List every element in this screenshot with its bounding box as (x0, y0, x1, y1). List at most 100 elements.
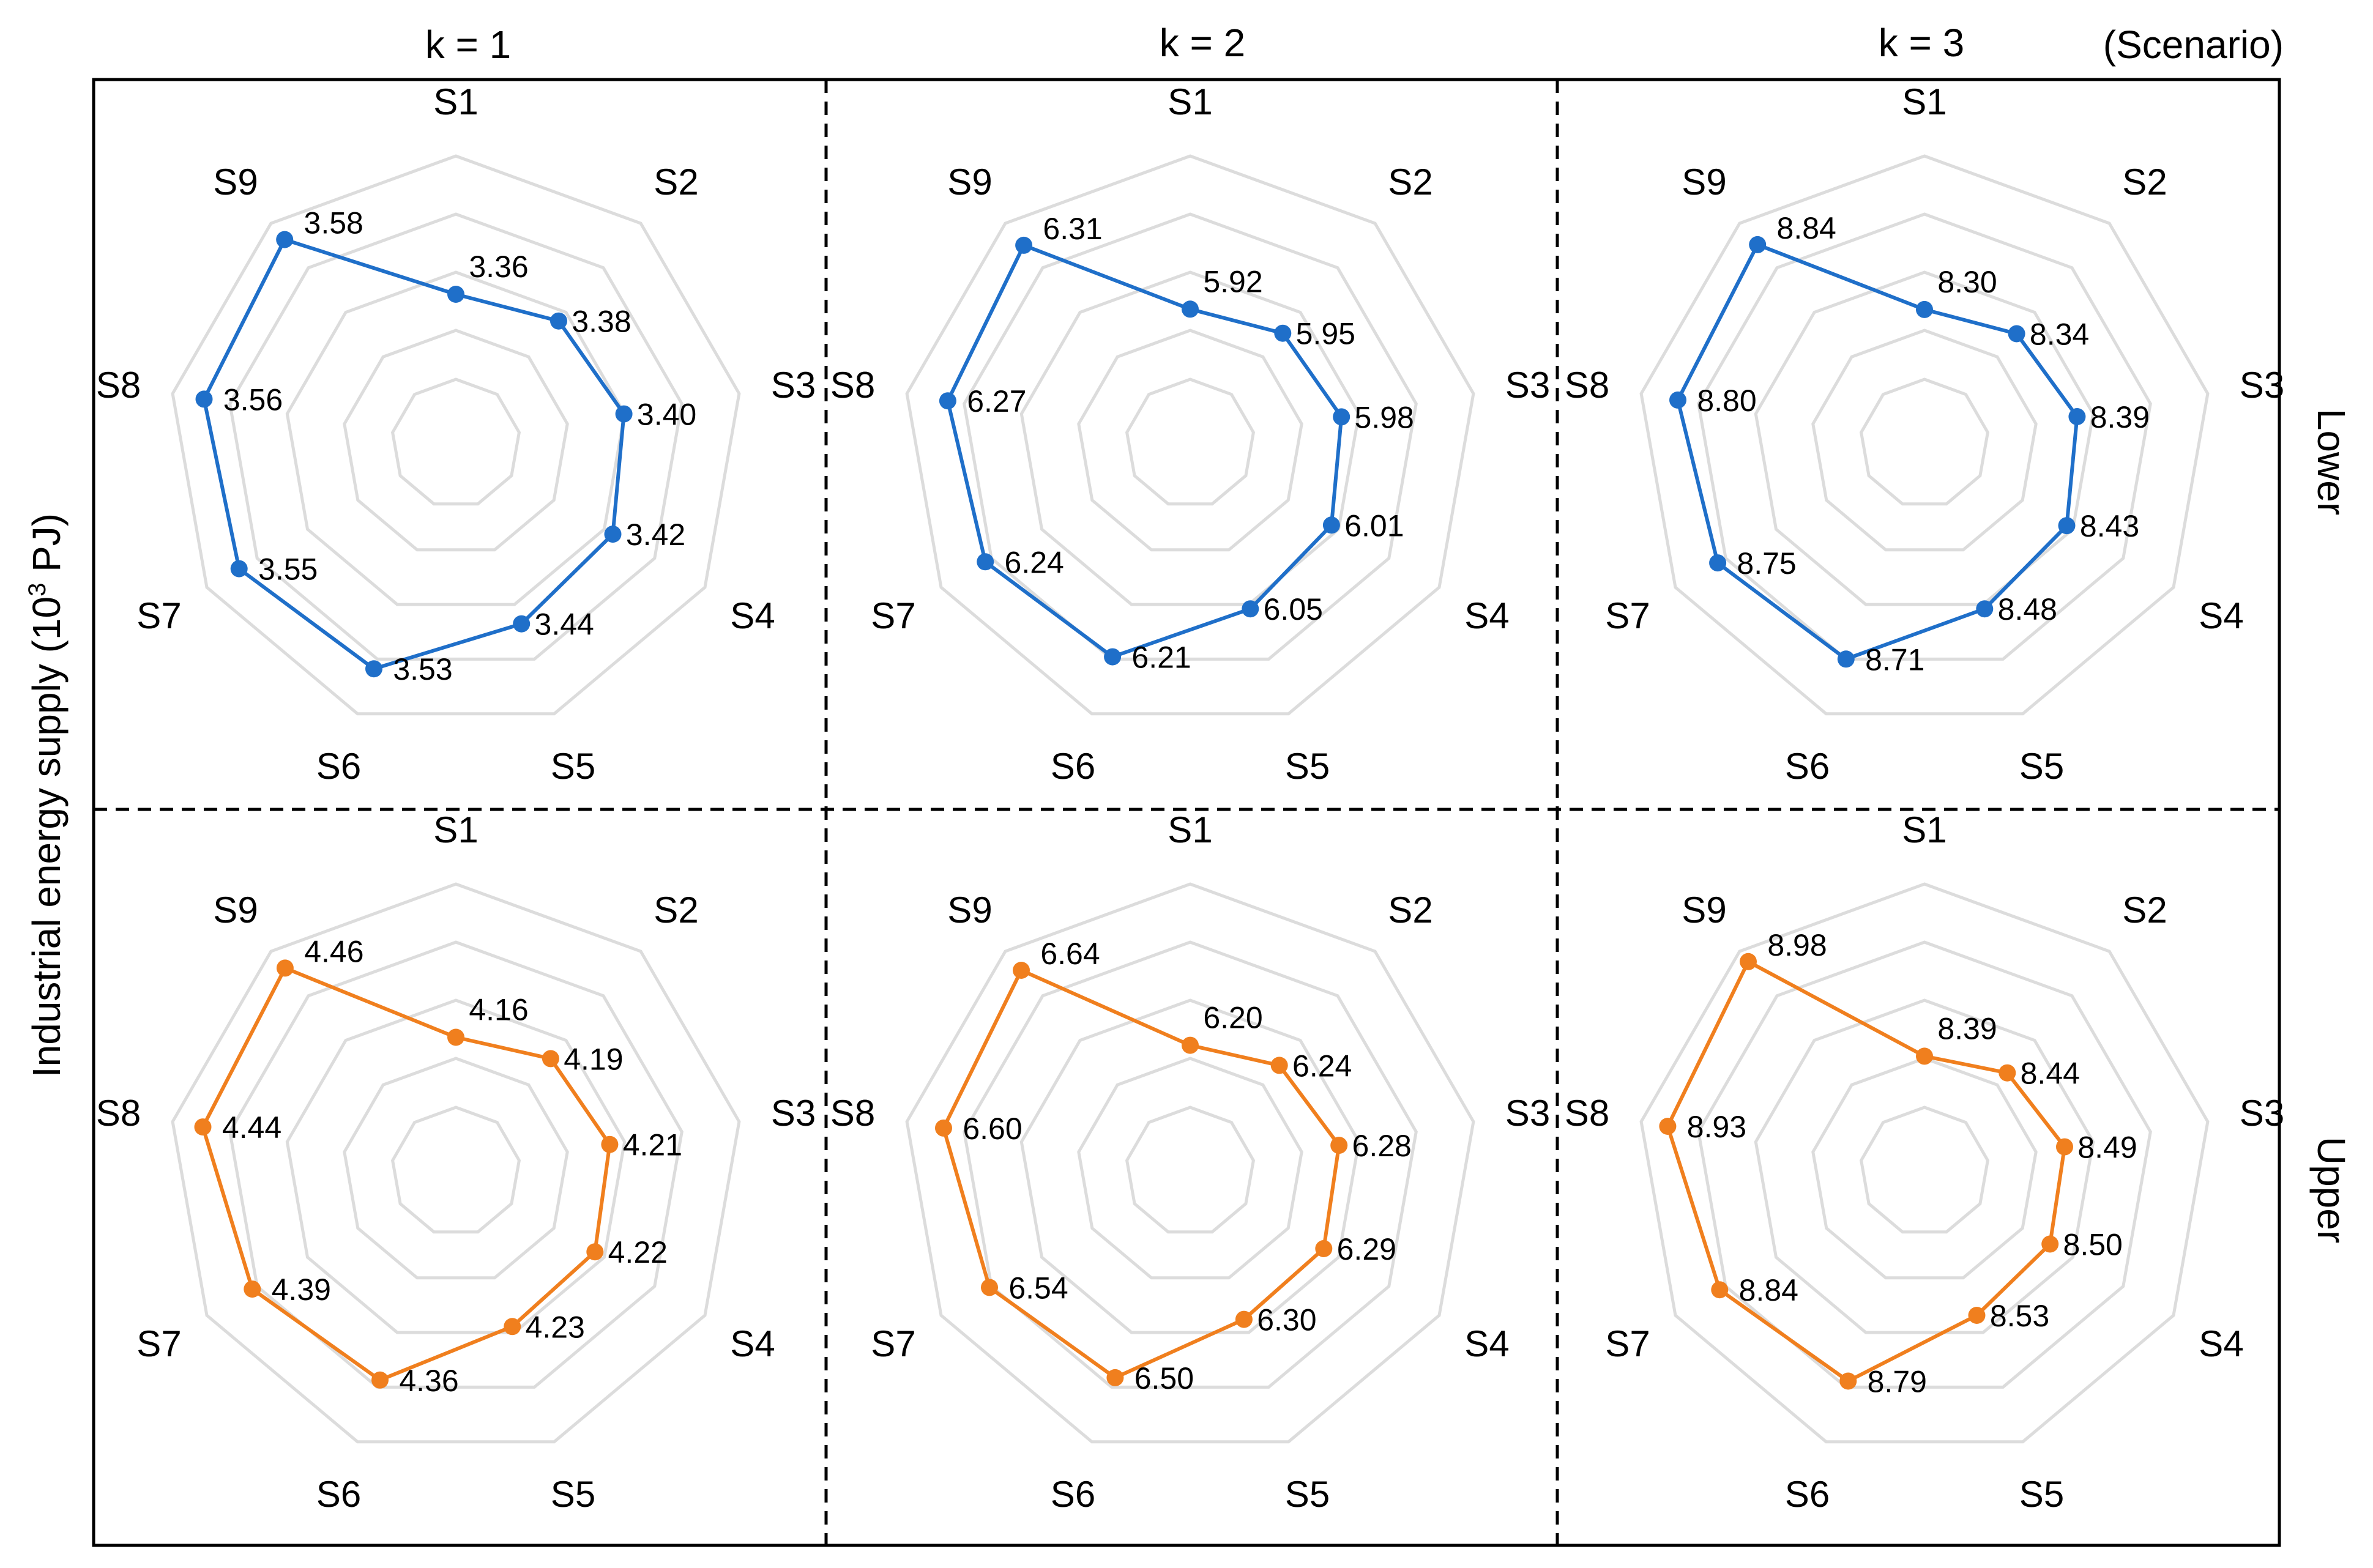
data-point (1322, 516, 1340, 534)
category-label: S1 (1168, 809, 1212, 850)
category-label: S6 (316, 746, 361, 787)
radar-grid-ring (171, 154, 741, 716)
y-axis-label-suffix: PJ) (24, 513, 69, 583)
data-point (1740, 953, 1757, 970)
data-point (1182, 300, 1199, 318)
data-value-label: 6.27 (967, 384, 1026, 418)
category-label: S1 (1902, 81, 1946, 122)
data-point (1015, 236, 1033, 254)
category-label: S1 (433, 81, 478, 122)
data-value-label: 4.23 (526, 1310, 585, 1344)
radar-grid-ring (228, 940, 684, 1389)
data-value-label: 6.05 (1264, 592, 1323, 626)
data-value-label: 8.50 (2063, 1228, 2123, 1262)
radar-grid-ring (1639, 154, 2210, 716)
category-label: S5 (2019, 1474, 2064, 1515)
data-value-label: 8.39 (1937, 1011, 1997, 1046)
radar-grid-ring (1754, 998, 2095, 1334)
data-point (365, 660, 382, 678)
category-label: S5 (1285, 746, 1330, 787)
data-value-label: 4.16 (469, 993, 528, 1027)
data-point (1235, 1310, 1253, 1328)
category-label: S4 (730, 1323, 775, 1364)
radar-grid-ring (1811, 329, 2038, 552)
data-point (2056, 1138, 2073, 1156)
radar-grid-ring (171, 882, 741, 1444)
category-label: S4 (1464, 595, 1509, 636)
data-point (504, 1318, 521, 1336)
radar-grid-ring (1019, 270, 1361, 606)
radar-grid-ring (963, 940, 1418, 1389)
data-series-line (1676, 242, 2079, 661)
data-point (276, 959, 294, 977)
data-point (615, 405, 633, 423)
category-label: S7 (136, 595, 181, 636)
category-label: S6 (1785, 746, 1830, 787)
data-value-label: 8.80 (1697, 384, 1756, 418)
data-value-label: 4.44 (222, 1110, 281, 1145)
radar-panel: S1 S2 S3 S4 S5 S6 S7 S8 S9 6.20 6.24 6.28 6.29 6.30 6.… (830, 809, 1550, 1515)
category-label: S6 (1051, 746, 1095, 787)
radar-grid-ring (963, 212, 1418, 661)
data-value-label: 6.60 (963, 1112, 1022, 1146)
data-value-label: 6.64 (1040, 937, 1100, 971)
category-label: S2 (2122, 890, 2167, 931)
data-value-label: 3.55 (258, 552, 318, 587)
category-label: S1 (1902, 809, 1946, 850)
category-label: S2 (654, 162, 698, 203)
data-value-label: 6.21 (1131, 641, 1191, 675)
data-value-label: 5.98 (1355, 400, 1414, 434)
category-label: S9 (947, 890, 992, 931)
category-label: S2 (2122, 162, 2167, 203)
data-value-label: 6.29 (1337, 1232, 1396, 1266)
radar-panel: S1 S2 S3 S4 S5 S6 S7 S8 S9 5.92 5.95 5.98 6.01 6.05 6.… (830, 81, 1550, 787)
data-point (513, 615, 531, 633)
row-label-lower: Lower (2309, 409, 2353, 515)
data-value-label: 4.46 (304, 934, 363, 968)
y-axis-label: Industrial energy supply (103 PJ) (24, 513, 69, 1077)
data-value-label: 3.58 (304, 206, 363, 240)
radar-grid-ring (1077, 1057, 1303, 1280)
data-value-label: 3.53 (393, 652, 452, 686)
category-label: S8 (1565, 1093, 1609, 1134)
data-point (1106, 1369, 1124, 1386)
data-point (1709, 554, 1727, 572)
category-label: S8 (1565, 365, 1609, 406)
radar-grid-ring (1859, 377, 1990, 506)
data-value-label: 4.19 (564, 1042, 623, 1076)
radar-panel: S1 S2 S3 S4 S5 S6 S7 S8 S9 4.16 4.19 4.21 4.22 4.23 4.… (96, 809, 816, 1515)
category-label: S6 (1785, 1474, 1830, 1515)
data-value-label: 8.44 (2021, 1057, 2080, 1091)
data-point (1968, 1307, 1986, 1324)
data-point (977, 553, 994, 571)
data-series-line (201, 966, 612, 1382)
data-point (1182, 1036, 1199, 1054)
data-point (244, 1280, 261, 1298)
data-point (194, 1118, 212, 1136)
data-point (2041, 1235, 2059, 1253)
y-axis-label-sup: 3 (24, 583, 51, 596)
data-value-label: 8.84 (1777, 211, 1836, 245)
category-label: S5 (2019, 746, 2064, 787)
data-value-label: 8.53 (1990, 1299, 2049, 1333)
radar-grid-ring (1125, 377, 1256, 506)
data-value-label: 4.36 (399, 1364, 458, 1398)
category-label: S1 (433, 809, 478, 850)
radar-panel: S1 S2 S3 S4 S5 S6 S7 S8 S9 3.36 3.38 3.40 3.42 3.44 3.… (96, 81, 816, 787)
data-series-line (942, 968, 1341, 1380)
category-label: S4 (1464, 1323, 1509, 1364)
radar-grid-ring (905, 882, 1475, 1444)
radar-grid-ring (1639, 882, 2210, 1444)
category-label: S5 (551, 746, 595, 787)
data-point (1333, 408, 1350, 426)
data-series-line (945, 243, 1344, 659)
data-value-label: 8.93 (1687, 1110, 1746, 1144)
figure-frame (92, 78, 2281, 1547)
data-point (586, 1243, 604, 1261)
radar-grid-ring (1811, 1057, 2038, 1280)
data-value-label: 8.43 (2080, 509, 2139, 543)
radar-grid-ring (343, 329, 569, 552)
data-point (1104, 648, 1122, 666)
radar-grid-ring (390, 377, 521, 506)
data-point (447, 286, 464, 303)
